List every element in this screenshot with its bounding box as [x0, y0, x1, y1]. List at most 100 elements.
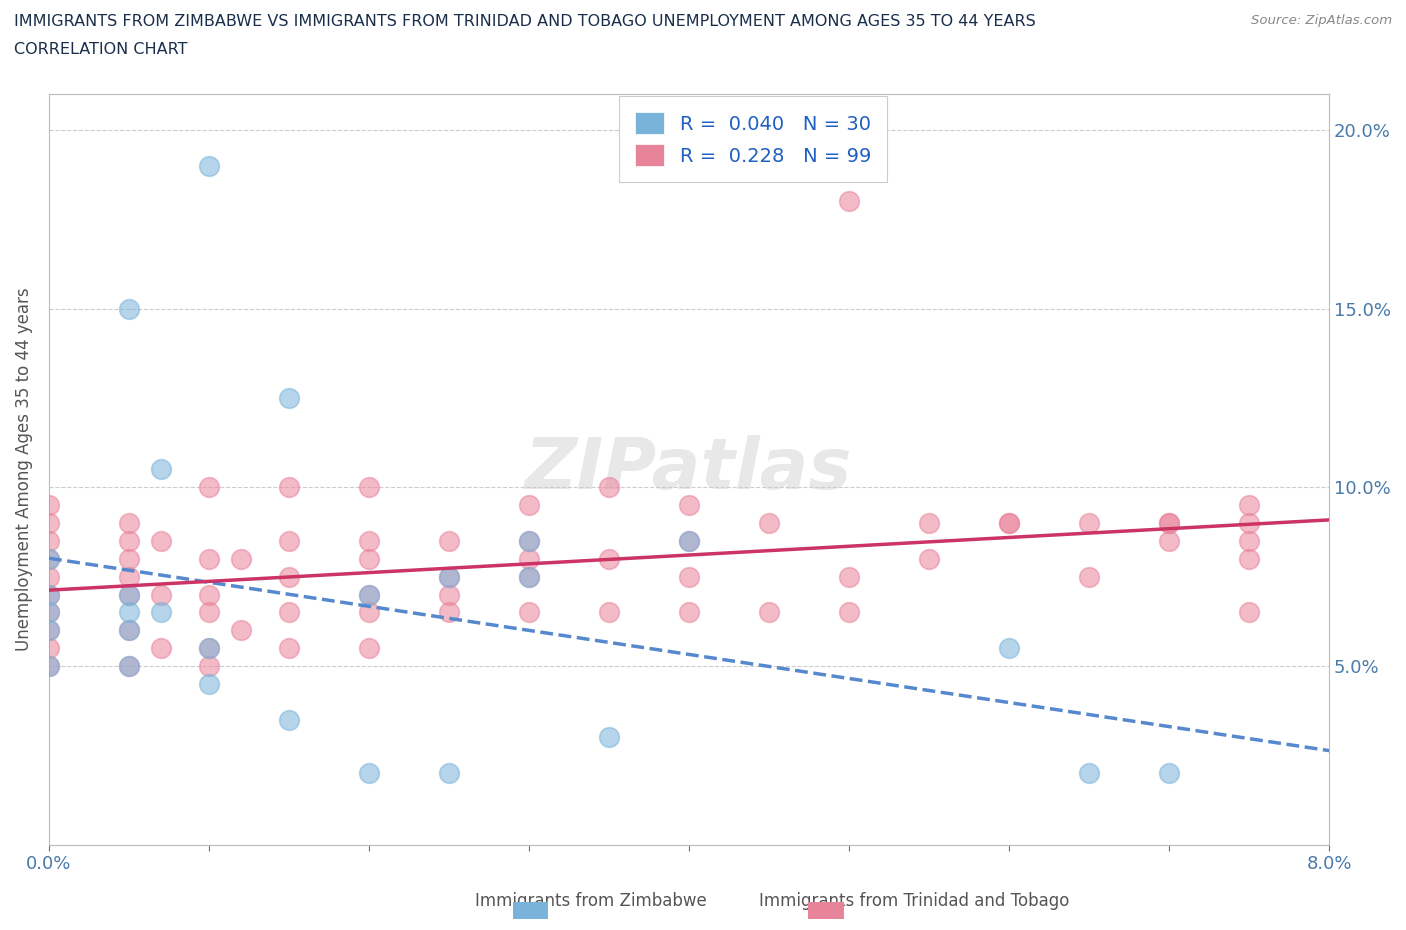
Point — [38, 551, 60, 566]
Point — [598, 480, 620, 495]
Point — [118, 534, 141, 549]
Point — [229, 551, 252, 566]
Point — [118, 551, 141, 566]
Point — [198, 604, 221, 619]
Point — [437, 534, 460, 549]
Point — [598, 551, 620, 566]
Point — [598, 604, 620, 619]
Point — [1159, 515, 1181, 530]
Point — [149, 604, 172, 619]
Point — [357, 551, 380, 566]
Point — [278, 391, 301, 405]
Point — [758, 604, 780, 619]
Point — [149, 587, 172, 602]
Point — [838, 569, 860, 584]
Point — [38, 569, 60, 584]
Point — [517, 551, 540, 566]
Point — [278, 712, 301, 727]
Point — [118, 587, 141, 602]
Point — [357, 765, 380, 780]
Point — [149, 462, 172, 477]
Text: CORRELATION CHART: CORRELATION CHART — [14, 42, 187, 57]
Point — [998, 515, 1021, 530]
Point — [678, 534, 700, 549]
Point — [38, 641, 60, 656]
Point — [517, 569, 540, 584]
Point — [437, 587, 460, 602]
Point — [118, 301, 141, 316]
Point — [118, 587, 141, 602]
Point — [918, 551, 941, 566]
Point — [38, 515, 60, 530]
Y-axis label: Unemployment Among Ages 35 to 44 years: Unemployment Among Ages 35 to 44 years — [15, 287, 32, 651]
Point — [198, 587, 221, 602]
Text: IMMIGRANTS FROM ZIMBABWE VS IMMIGRANTS FROM TRINIDAD AND TOBAGO UNEMPLOYMENT AMO: IMMIGRANTS FROM ZIMBABWE VS IMMIGRANTS F… — [14, 14, 1036, 29]
Point — [118, 515, 141, 530]
Point — [1237, 498, 1260, 512]
Point — [1078, 515, 1101, 530]
Point — [118, 569, 141, 584]
Legend: R =  0.040   N = 30, R =  0.228   N = 99: R = 0.040 N = 30, R = 0.228 N = 99 — [620, 97, 887, 182]
Text: ZIPatlas: ZIPatlas — [526, 435, 853, 504]
Point — [38, 658, 60, 673]
Point — [678, 498, 700, 512]
Point — [1159, 534, 1181, 549]
Point — [118, 604, 141, 619]
Point — [998, 641, 1021, 656]
Point — [678, 604, 700, 619]
Point — [118, 658, 141, 673]
Point — [38, 551, 60, 566]
Point — [198, 641, 221, 656]
Point — [198, 641, 221, 656]
Point — [38, 658, 60, 673]
Point — [278, 569, 301, 584]
Text: Source: ZipAtlas.com: Source: ZipAtlas.com — [1251, 14, 1392, 27]
Point — [838, 193, 860, 208]
Point — [357, 604, 380, 619]
Point — [38, 587, 60, 602]
Point — [38, 604, 60, 619]
Point — [758, 515, 780, 530]
Point — [229, 623, 252, 638]
Point — [118, 623, 141, 638]
Point — [1159, 515, 1181, 530]
Point — [357, 641, 380, 656]
Point — [357, 587, 380, 602]
Point — [278, 604, 301, 619]
Point — [437, 604, 460, 619]
Point — [38, 623, 60, 638]
Point — [198, 480, 221, 495]
Point — [838, 604, 860, 619]
Point — [1159, 765, 1181, 780]
Point — [1237, 534, 1260, 549]
Point — [278, 534, 301, 549]
Point — [517, 604, 540, 619]
Point — [437, 569, 460, 584]
Point — [38, 534, 60, 549]
Point — [38, 604, 60, 619]
Point — [278, 641, 301, 656]
Point — [357, 534, 380, 549]
Point — [118, 623, 141, 638]
Point — [38, 623, 60, 638]
Point — [278, 480, 301, 495]
Point — [149, 534, 172, 549]
Point — [517, 569, 540, 584]
Point — [517, 498, 540, 512]
Point — [149, 641, 172, 656]
Point — [1078, 765, 1101, 780]
Point — [38, 587, 60, 602]
Point — [1237, 515, 1260, 530]
Point — [198, 676, 221, 691]
Text: Immigrants from Zimbabwe: Immigrants from Zimbabwe — [475, 892, 706, 910]
Point — [198, 551, 221, 566]
Point — [517, 534, 540, 549]
Point — [38, 498, 60, 512]
Text: Immigrants from Trinidad and Tobago: Immigrants from Trinidad and Tobago — [759, 892, 1069, 910]
Point — [598, 730, 620, 745]
Point — [437, 765, 460, 780]
Point — [357, 480, 380, 495]
Point — [1237, 551, 1260, 566]
Point — [437, 569, 460, 584]
Point — [998, 515, 1021, 530]
